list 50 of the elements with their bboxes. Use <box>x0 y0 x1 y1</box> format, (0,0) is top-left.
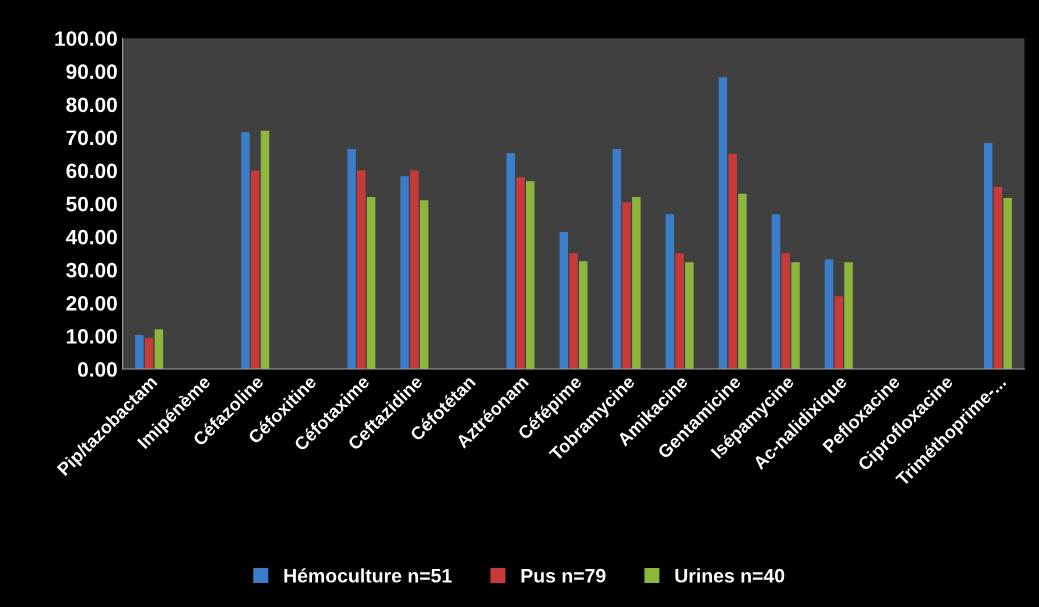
legend-label: Hémoculture n=51 <box>284 568 452 583</box>
bar <box>135 334 144 370</box>
legend-label: Urines n=40 <box>675 568 785 583</box>
bar <box>347 149 356 370</box>
bar <box>844 262 853 370</box>
bar <box>632 197 641 370</box>
bar <box>1003 198 1012 370</box>
bar <box>400 176 409 370</box>
y-tick-label: 20.00 <box>66 295 117 311</box>
bar <box>559 232 569 370</box>
bar <box>357 170 366 370</box>
bar <box>771 214 781 370</box>
bar <box>685 262 694 370</box>
bar <box>260 130 270 370</box>
y-tick-label: 40.00 <box>65 229 117 245</box>
bar <box>366 197 376 370</box>
y-tick-label: 10.00 <box>66 328 117 344</box>
bar <box>144 337 154 370</box>
bar <box>250 170 260 370</box>
bar <box>824 259 834 370</box>
bar <box>728 154 737 370</box>
bar <box>834 296 844 370</box>
bar <box>791 262 800 370</box>
bar <box>983 143 993 370</box>
bar <box>781 253 790 370</box>
bar <box>154 329 164 370</box>
bar <box>665 214 675 370</box>
y-tick-label: 0.00 <box>78 362 117 377</box>
bar <box>410 170 419 370</box>
y-tick-label: 60.00 <box>66 163 117 179</box>
bar <box>718 77 728 370</box>
y-tick-label: 70.00 <box>66 130 117 146</box>
bar <box>675 253 684 370</box>
bar <box>738 193 747 370</box>
legend-label: Pus n=79 <box>521 568 606 583</box>
bar <box>241 132 250 370</box>
bar <box>506 153 515 370</box>
bar <box>419 200 429 370</box>
bar <box>993 187 1003 370</box>
bar <box>569 253 578 370</box>
bar <box>612 149 622 370</box>
y-tick-label: 50.00 <box>66 196 117 212</box>
y-tick-label: 100.00 <box>55 31 117 46</box>
bar <box>622 202 631 370</box>
y-tick-label: 90.00 <box>66 64 117 80</box>
y-tick-label: 80.00 <box>66 97 117 113</box>
bar <box>526 181 535 370</box>
bar <box>516 177 525 370</box>
y-tick-label: 30.00 <box>66 262 117 278</box>
bar <box>579 261 588 370</box>
